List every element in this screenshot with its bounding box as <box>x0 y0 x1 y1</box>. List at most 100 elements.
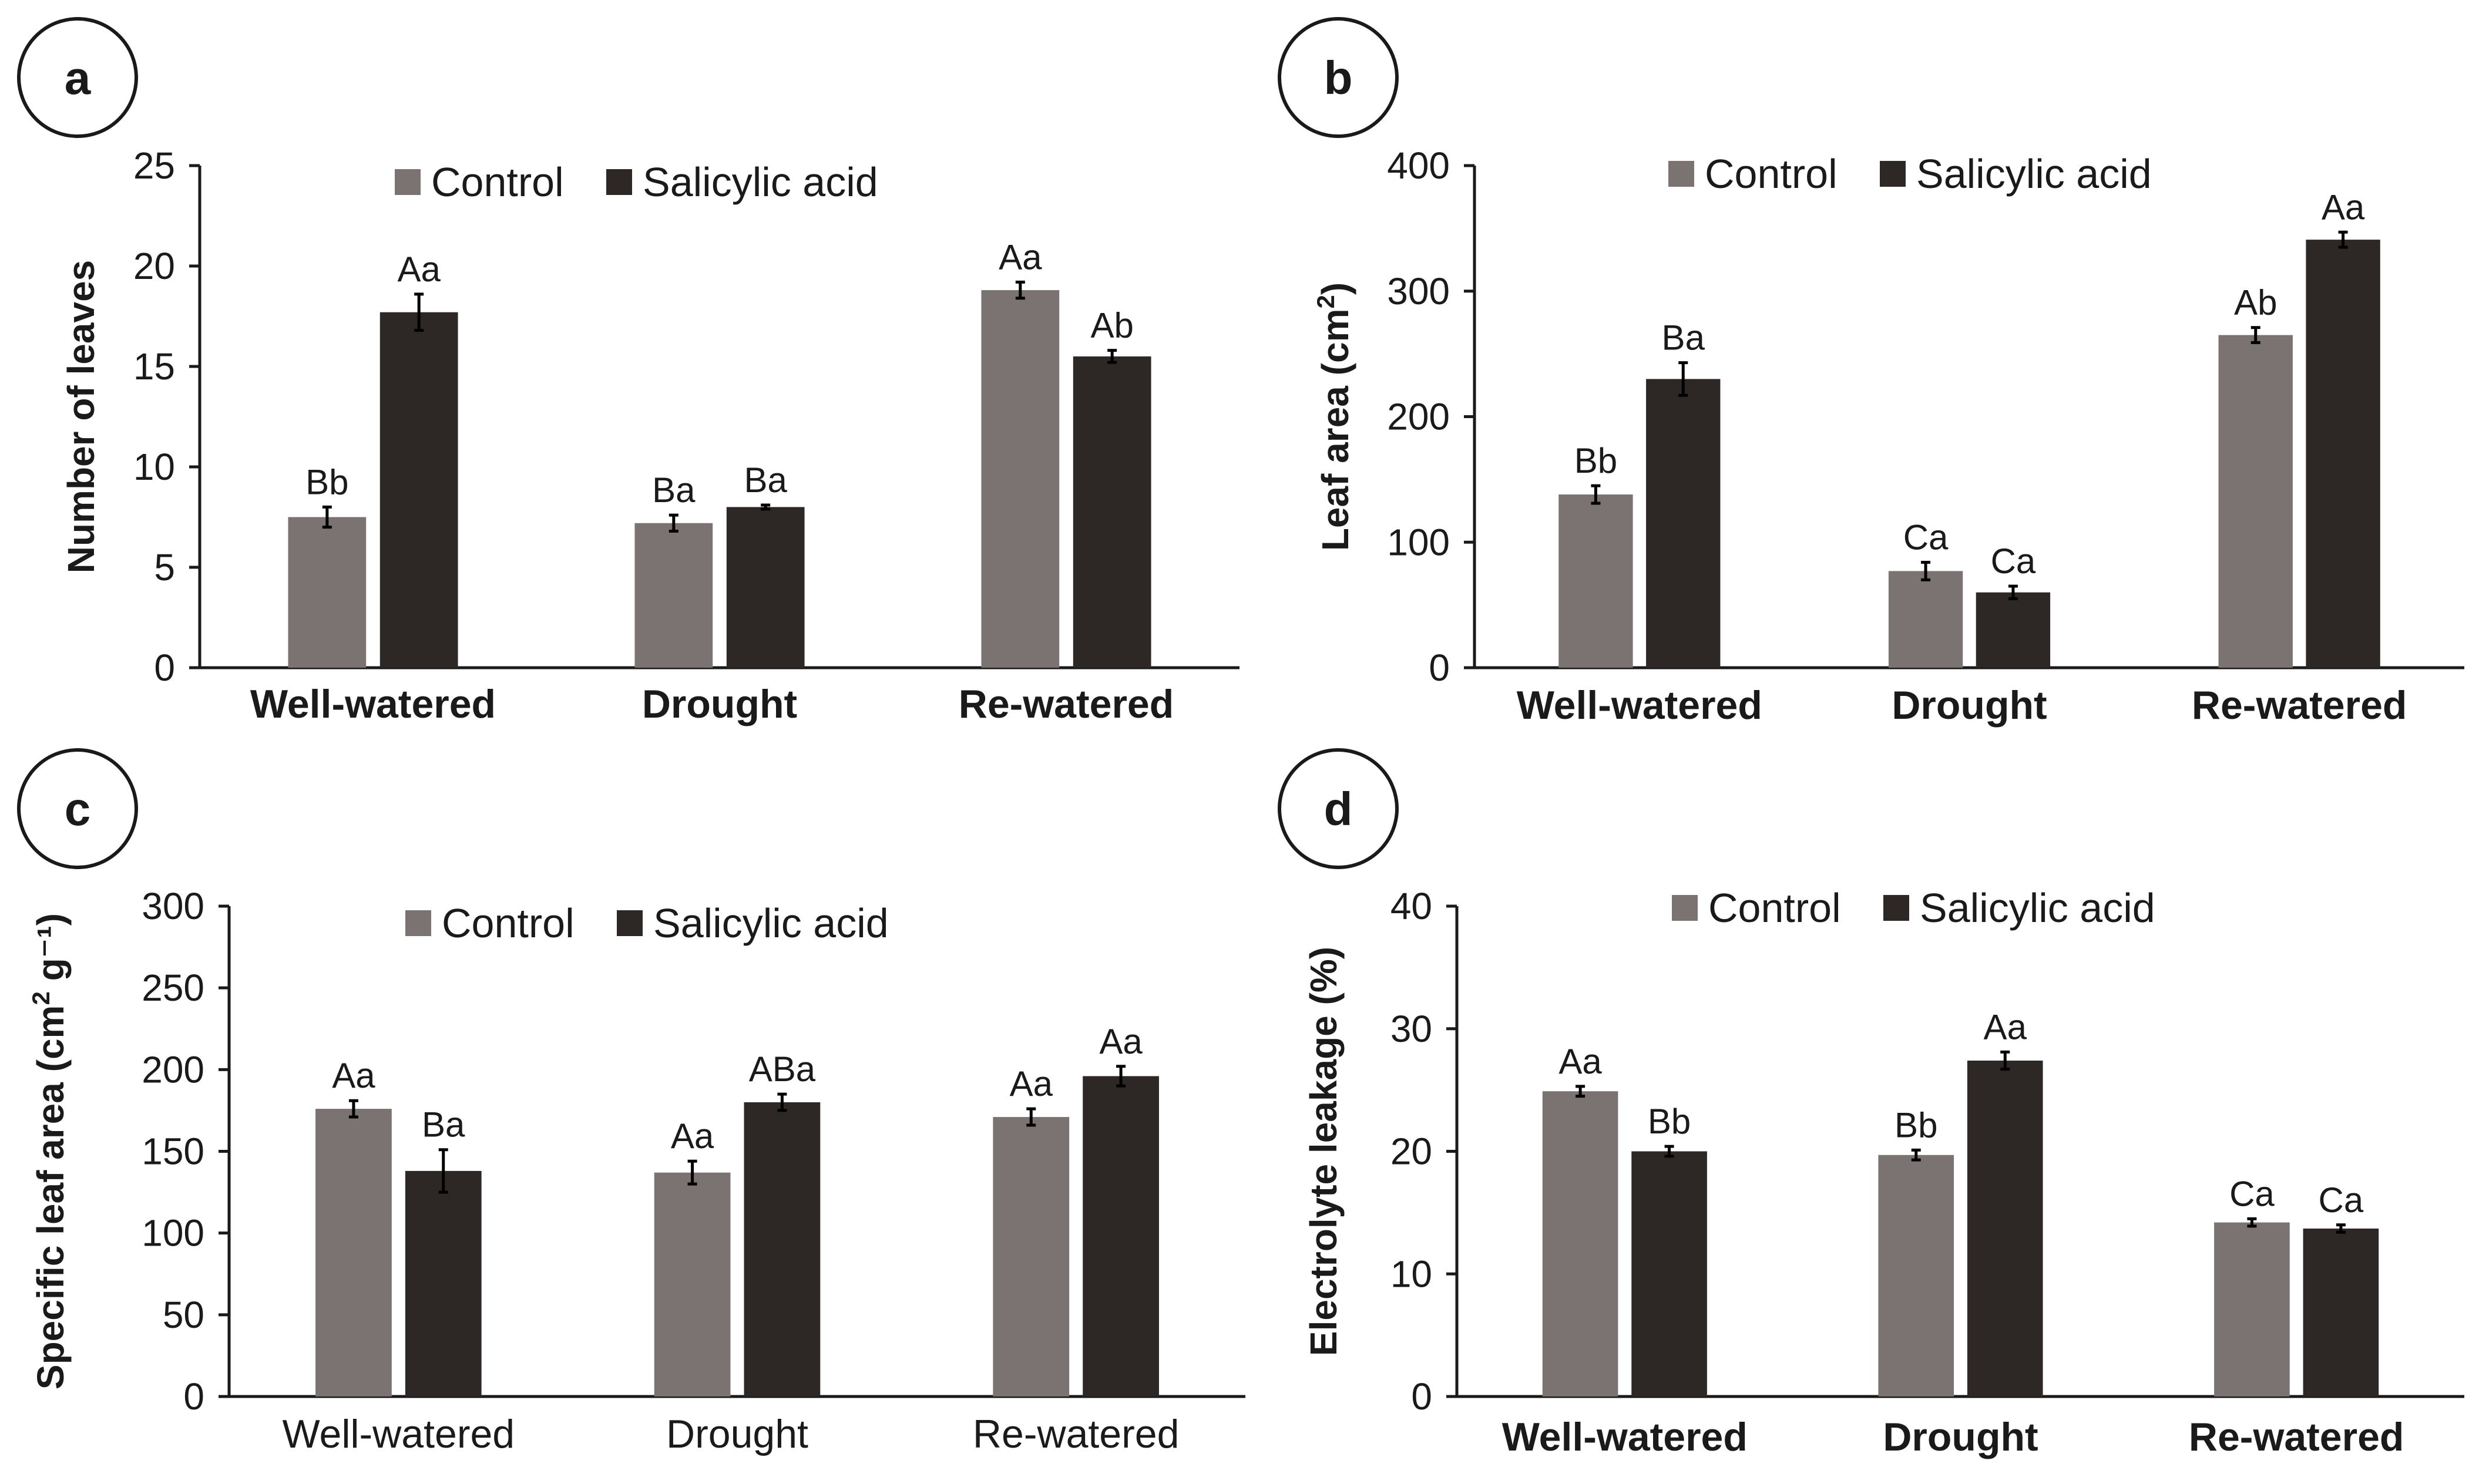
y-tick-label: 10 <box>133 446 175 488</box>
bar-control-well-watered <box>1542 1091 1618 1396</box>
panel-letter: c <box>65 783 91 835</box>
panel-letter-circle <box>1278 17 1399 138</box>
y-tick-label: 200 <box>1387 396 1450 438</box>
legend-label: Salicylic acid <box>1916 151 2152 197</box>
bar-salicylic-acid-well-watered <box>405 1170 482 1396</box>
y-tick-label: 30 <box>1390 1008 1432 1050</box>
bar-salicylic-acid-well-watered <box>1631 1151 1707 1396</box>
legend-label: Control <box>1705 151 1838 197</box>
significance-label: Aa <box>999 237 1042 277</box>
panel-letter-circle <box>1278 748 1399 869</box>
bar-salicylic-acid-well-watered <box>1646 379 1721 668</box>
significance-label: Ba <box>422 1105 465 1145</box>
panel-letter: d <box>1324 783 1353 835</box>
x-category-label: Re-watered <box>959 682 1174 726</box>
x-category-label: Drought <box>642 682 797 726</box>
y-tick-label: 15 <box>133 345 175 388</box>
legend-swatch-control <box>395 169 421 195</box>
x-category-label: Drought <box>1892 683 2047 728</box>
significance-label: Ba <box>744 460 787 500</box>
bar-salicylic-acid-drought <box>744 1102 821 1396</box>
bar-salicylic-acid-re-watered <box>2303 1229 2379 1396</box>
y-tick-label: 25 <box>133 144 175 187</box>
significance-label: Bb <box>1574 441 1617 480</box>
y-tick-label: 0 <box>183 1375 204 1418</box>
y-tick-label: 0 <box>1411 1375 1432 1418</box>
x-category-label: Well-watered <box>1502 1415 1748 1459</box>
significance-label: Aa <box>1010 1064 1053 1103</box>
bar-control-drought <box>1878 1155 1954 1396</box>
y-tick-label: 50 <box>163 1294 204 1336</box>
legend-swatch-control <box>1668 161 1694 187</box>
significance-label: Ca <box>1903 517 1949 557</box>
significance-label: Aa <box>397 250 441 289</box>
significance-label: Aa <box>1984 1007 2027 1046</box>
significance-label: Ab <box>1090 306 1133 345</box>
significance-label: Bb <box>1648 1102 1691 1141</box>
x-category-label: Drought <box>1883 1415 2038 1459</box>
bar-salicylic-acid-well-watered <box>379 312 458 668</box>
bar-control-drought <box>654 1172 731 1396</box>
bar-control-well-watered <box>315 1109 392 1396</box>
legend-swatch-control <box>1672 895 1698 921</box>
x-category-label: Well-watered <box>283 1412 515 1456</box>
y-tick-label: 400 <box>1387 144 1450 187</box>
x-category-label: Re-watered <box>973 1412 1180 1456</box>
bar-control-re-watered <box>2218 335 2293 668</box>
significance-label: Ab <box>2234 283 2277 322</box>
y-tick-label: 20 <box>133 245 175 287</box>
legend-label: Salicylic acid <box>1920 885 2155 931</box>
y-tick-label: 150 <box>142 1130 204 1173</box>
significance-label: Aa <box>2322 187 2365 227</box>
legend-swatch-salicylic-acid <box>1880 161 1906 187</box>
bar-control-drought <box>634 523 713 668</box>
bar-salicylic-acid-re-watered <box>1083 1076 1159 1396</box>
x-category-label: Well-watered <box>250 682 496 726</box>
y-tick-label: 250 <box>142 967 204 1009</box>
significance-label: Bb <box>305 462 348 502</box>
significance-label: Aa <box>332 1056 375 1095</box>
y-tick-label: 0 <box>154 647 175 689</box>
y-tick-label: 100 <box>142 1212 204 1254</box>
legend: Control Salicylic acid <box>1672 885 2155 931</box>
y-tick-label: 100 <box>1387 521 1450 563</box>
y-axis-title: Specific leaf area (cm2 g⁻¹) <box>27 913 72 1389</box>
y-axis-title: Number of leaves <box>60 260 102 574</box>
chart-panel-c: c 0 50 100 150 200 250 300 Specific leaf area (c… <box>17 748 1245 1456</box>
chart-panel-a: a 0 5 10 15 20 25 Number of leaves Bb Aa Well-wate… <box>17 17 1240 726</box>
bar-control-drought <box>1888 571 1963 668</box>
bar-control-re-watered <box>2214 1222 2290 1396</box>
legend: Control Salicylic acid <box>405 900 889 946</box>
bar-control-well-watered <box>288 517 367 668</box>
bar-salicylic-acid-re-watered <box>1073 356 1151 668</box>
panel-letter: b <box>1324 52 1353 104</box>
bar-salicylic-acid-drought <box>1967 1061 2043 1396</box>
legend: Control Salicylic acid <box>1668 151 2152 197</box>
legend-swatch-salicylic-acid <box>606 169 632 195</box>
y-tick-label: 200 <box>142 1048 204 1091</box>
significance-label: Ba <box>1662 318 1705 358</box>
y-tick-label: 300 <box>1387 270 1450 312</box>
x-category-label: Re-watered <box>2189 1415 2404 1459</box>
panel-letter-circle <box>17 748 138 869</box>
bar-control-re-watered <box>993 1117 1070 1396</box>
significance-label: Ba <box>652 470 696 510</box>
chart-panel-b: b 0 100 200 300 400 Leaf area (cm2) Bb Ba Well-wa… <box>1278 17 2464 728</box>
legend-label: Control <box>431 159 564 205</box>
legend-label: Control <box>1708 885 1841 931</box>
significance-label: Ca <box>2319 1180 2364 1220</box>
legend: Control Salicylic acid <box>395 159 878 205</box>
bar-salicylic-acid-drought <box>1976 592 2051 668</box>
y-tick-label: 300 <box>142 885 204 927</box>
legend-swatch-salicylic-acid <box>617 910 643 936</box>
y-tick-label: 40 <box>1390 885 1432 927</box>
y-axis-title: Leaf area (cm2) <box>1312 282 1356 551</box>
legend-label: Salicylic acid <box>643 159 878 205</box>
bar-salicylic-acid-drought <box>726 507 805 668</box>
significance-label: Aa <box>1099 1022 1143 1061</box>
y-tick-label: 10 <box>1390 1253 1432 1295</box>
chart-panel-d: d 0 10 20 30 40 Electrolyte leakage (%) Aa Bb Wel… <box>1278 748 2464 1459</box>
y-tick-label: 0 <box>1429 647 1450 689</box>
significance-label: Aa <box>1558 1042 1602 1081</box>
